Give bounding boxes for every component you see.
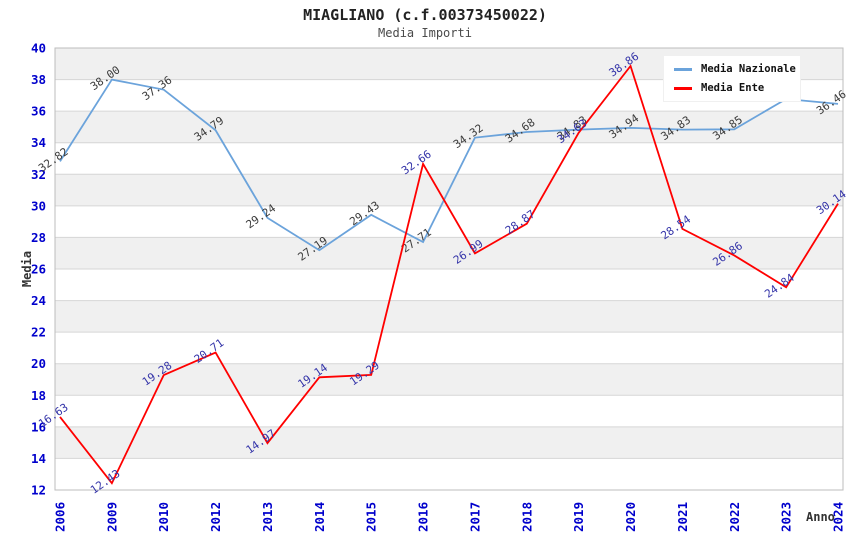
y-tick-label: 38 — [31, 72, 46, 87]
series-line-media-nazionale — [59, 78, 839, 252]
y-tick-label: 22 — [31, 325, 46, 340]
y-tick-label: 12 — [31, 483, 46, 498]
legend-item-media-nazionale: Media Nazionale — [674, 63, 796, 75]
x-tick-label: 2021 — [675, 502, 690, 532]
x-tick-label: 2014 — [312, 502, 327, 532]
plot-band — [55, 426, 843, 459]
y-tick-label: 24 — [31, 293, 46, 308]
legend-line-swatch — [674, 86, 692, 90]
plot-border — [54, 47, 844, 491]
legend-label: Media Ente — [701, 82, 765, 94]
x-tick-label: 2013 — [260, 502, 275, 532]
x-tick-label: 2017 — [467, 502, 482, 532]
x-tick-label: 2022 — [727, 502, 742, 532]
y-tick-label: 26 — [31, 262, 46, 277]
legend-line-swatch — [674, 67, 692, 71]
y-tick-label: 30 — [31, 198, 46, 213]
x-tick-label: 2012 — [208, 502, 223, 532]
data-point-label: 28.87 — [503, 208, 538, 238]
x-tick-label: 2024 — [831, 502, 846, 532]
x-tick-label: 2018 — [519, 502, 534, 532]
x-tick-label: 2006 — [53, 502, 68, 532]
data-point-label: 16.63 — [36, 401, 71, 431]
y-tick-label: 18 — [31, 388, 46, 403]
x-tick-label: 2010 — [156, 502, 171, 532]
plot-band — [55, 237, 843, 269]
legend-label: Media Nazionale — [701, 63, 796, 75]
series-line-media-ente — [59, 64, 839, 485]
x-tick-label: 2015 — [364, 502, 379, 532]
x-tick-label: 2023 — [779, 502, 794, 532]
chart-title: MIAGLIANO (c.f.00373450022) — [303, 6, 547, 24]
y-tick-label: 34 — [31, 135, 46, 150]
x-tick-label: 2009 — [104, 502, 119, 532]
y-tick-label: 16 — [31, 419, 46, 434]
y-tick-label: 28 — [31, 230, 46, 245]
y-tick-label: 14 — [31, 451, 46, 466]
x-tick-label: 2020 — [623, 502, 638, 532]
x-tick-label: 2019 — [571, 502, 586, 532]
plot-band — [55, 300, 843, 333]
data-point-label: 12.43 — [88, 467, 123, 497]
legend-item-media-ente: Media Ente — [674, 82, 794, 94]
chart-subtitle: Media Importi — [378, 26, 472, 40]
x-tick-label: 2016 — [416, 502, 431, 532]
y-tick-label: 32 — [31, 167, 46, 182]
y-tick-label: 20 — [31, 356, 46, 371]
y-tick-label: 36 — [31, 104, 46, 119]
x-axis-title: Anno — [806, 510, 835, 524]
plot-band — [55, 111, 843, 143]
plot-band — [55, 363, 843, 396]
legend: Media Nazionale Media Ente — [663, 55, 801, 102]
y-tick-label: 40 — [31, 41, 46, 56]
y-axis-title: Media — [20, 251, 34, 287]
